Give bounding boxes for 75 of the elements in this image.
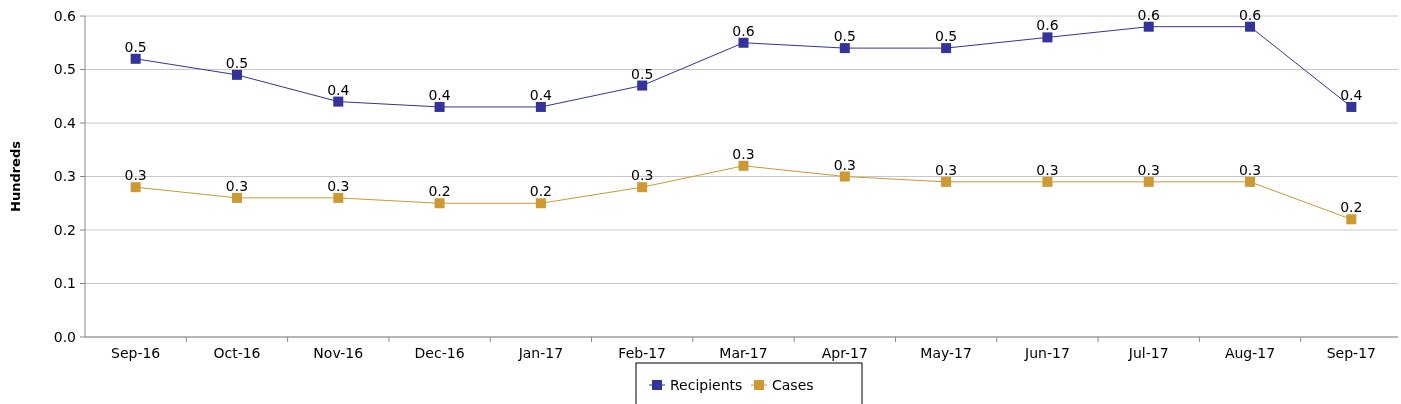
y-tick-label: 0.5	[53, 61, 76, 78]
x-tick-label: Sep-17	[1326, 345, 1376, 361]
x-tick-label: Dec-16	[414, 345, 465, 361]
data-label: 0.6	[1036, 17, 1059, 34]
legend-label: Recipients	[670, 376, 743, 393]
x-tick-label: Jan-17	[517, 345, 564, 361]
data-label: 0.5	[934, 28, 958, 45]
data-label: 0.5	[631, 65, 654, 82]
data-label: 0.6	[1137, 6, 1160, 23]
data-label: 0.3	[1238, 161, 1262, 178]
y-axis-title: Hundreds	[8, 140, 23, 212]
data-label: 0.3	[934, 161, 958, 178]
point	[1143, 21, 1154, 32]
point	[637, 80, 648, 91]
data-label: 0.6	[732, 22, 755, 39]
y-tick-label: 0.4	[53, 114, 77, 131]
point	[231, 192, 242, 203]
data-label: 0.4	[428, 86, 451, 103]
point	[535, 198, 546, 209]
point	[941, 43, 952, 54]
legend-label: Cases	[772, 376, 814, 393]
x-tick-label: May-17	[920, 345, 972, 361]
x-tick-label: Jun-17	[1024, 345, 1070, 361]
point	[1245, 21, 1256, 32]
x-tick-label: Apr-17	[821, 345, 868, 361]
point	[1042, 176, 1053, 187]
y-tick-label: 0.1	[53, 275, 76, 292]
data-label: 0.4	[529, 86, 553, 103]
point	[1346, 214, 1357, 225]
point	[1143, 176, 1154, 187]
data-label: 0.4	[1340, 86, 1363, 103]
point	[941, 176, 952, 187]
data-label: 0.2	[529, 183, 553, 200]
data-label: 0.3	[1137, 161, 1160, 178]
point	[434, 101, 445, 112]
y-tick-label: 0.3	[53, 168, 76, 185]
point	[333, 96, 344, 107]
data-label: 0.5	[225, 54, 249, 71]
data-label: 0.3	[1036, 161, 1059, 178]
data-label: 0.3	[225, 177, 249, 194]
x-tick-label: Aug-17	[1224, 345, 1276, 361]
point	[130, 53, 141, 64]
point	[333, 192, 344, 203]
point	[1346, 101, 1357, 112]
data-label: 0.5	[833, 28, 856, 45]
point	[738, 160, 749, 171]
x-tick-label: Oct-16	[213, 345, 261, 361]
point	[535, 101, 546, 112]
point	[839, 43, 850, 54]
data-label: 0.6	[1238, 6, 1262, 23]
y-tick-label: 0.0	[53, 328, 76, 345]
data-label: 0.3	[124, 167, 147, 184]
x-tick-label: Feb-17	[618, 345, 667, 361]
data-label: 0.3	[631, 167, 654, 184]
point	[434, 198, 445, 209]
point	[130, 182, 141, 193]
point	[839, 171, 850, 182]
y-tick-label: 0.2	[53, 221, 76, 238]
x-tick-label: Mar-17	[719, 345, 768, 361]
x-tick-label: Jul-17	[1127, 345, 1169, 361]
data-label: 0.2	[1340, 199, 1363, 216]
data-label: 0.4	[327, 81, 350, 98]
point	[738, 37, 749, 48]
data-label: 0.5	[124, 38, 147, 55]
data-label: 0.3	[833, 156, 856, 173]
point	[637, 182, 648, 193]
point	[231, 69, 242, 80]
data-label: 0.2	[428, 183, 451, 200]
point	[1245, 176, 1256, 187]
point	[1042, 32, 1053, 43]
x-tick-label: Sep-16	[111, 345, 161, 361]
data-label: 0.3	[327, 177, 350, 194]
y-tick-label: 0.6	[53, 7, 77, 24]
x-tick-label: Nov-16	[313, 345, 364, 361]
data-label: 0.3	[732, 145, 755, 162]
